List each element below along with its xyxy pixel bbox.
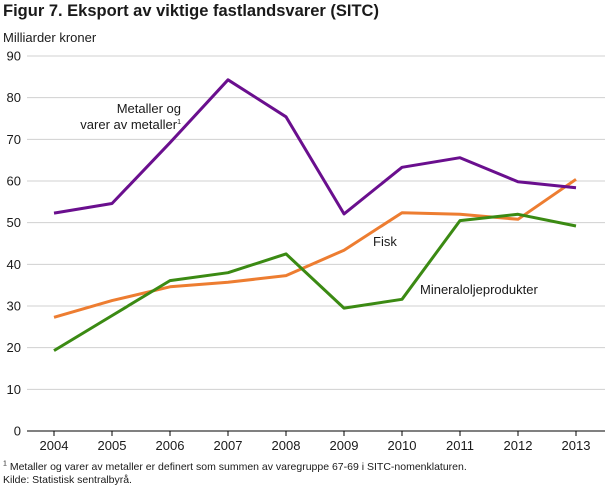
x-tick-label: 2004: [40, 438, 69, 453]
x-tick-label: 2012: [504, 438, 533, 453]
x-tick-label: 2010: [388, 438, 417, 453]
y-tick-label: 80: [7, 90, 21, 105]
footnote-mark: 1: [3, 460, 7, 468]
y-tick-label: 10: [7, 382, 21, 397]
series-line-3: [53, 212, 577, 352]
footnote: 1 Metaller og varer av metaller er defin…: [3, 461, 467, 474]
y-axis-label: Milliarder kroner: [3, 30, 97, 45]
y-tick-label: 50: [7, 215, 21, 230]
series-label: varer av metaller1: [80, 117, 181, 132]
y-tick-labels: 0 10 20 30 40 50 60 70 80 90: [7, 49, 21, 439]
line-chart: 0 10 20 30 40 50 60 70 80 90 2004 2005 2006 2007 2008…: [7, 49, 605, 453]
series-label: Mineraloljeprodukter: [420, 282, 538, 297]
footnote-text: Metaller og varer av metaller er definer…: [9, 461, 467, 473]
source: Kilde: Statistisk sentralbyrå.: [3, 474, 132, 486]
y-tick-label: 60: [7, 174, 21, 189]
y-tick-label: 30: [7, 299, 21, 314]
series-label-footnote-mark: 1: [177, 119, 181, 126]
x-tick-label: 2007: [214, 438, 243, 453]
series-label: Fisk: [373, 234, 397, 249]
gridlines: [27, 55, 605, 432]
series-lines: [53, 78, 577, 352]
y-tick-label: 70: [7, 132, 21, 147]
y-tick-label: 40: [7, 257, 21, 272]
x-tick-label: 2008: [272, 438, 301, 453]
x-tick-label: 2013: [562, 438, 591, 453]
x-tick-label: 2009: [330, 438, 359, 453]
footnote-block: 1 Metaller og varer av metaller er defin…: [3, 461, 467, 487]
y-tick-label: 20: [7, 340, 21, 355]
series-label: Metaller og: [117, 101, 181, 116]
x-tick-labels: 2004 2005 2006 2007 2008 2009 2010 2011 2012 2013: [40, 431, 591, 453]
series-line-1: [53, 78, 577, 216]
x-tick-label: 2006: [156, 438, 185, 453]
x-tick-label: 2011: [446, 438, 474, 453]
y-tick-label: 90: [7, 49, 21, 64]
chart-title: Figur 7. Eksport av viktige fastlandsvar…: [3, 2, 379, 20]
x-tick-label: 2005: [98, 438, 127, 453]
y-tick-label: 0: [14, 424, 21, 439]
